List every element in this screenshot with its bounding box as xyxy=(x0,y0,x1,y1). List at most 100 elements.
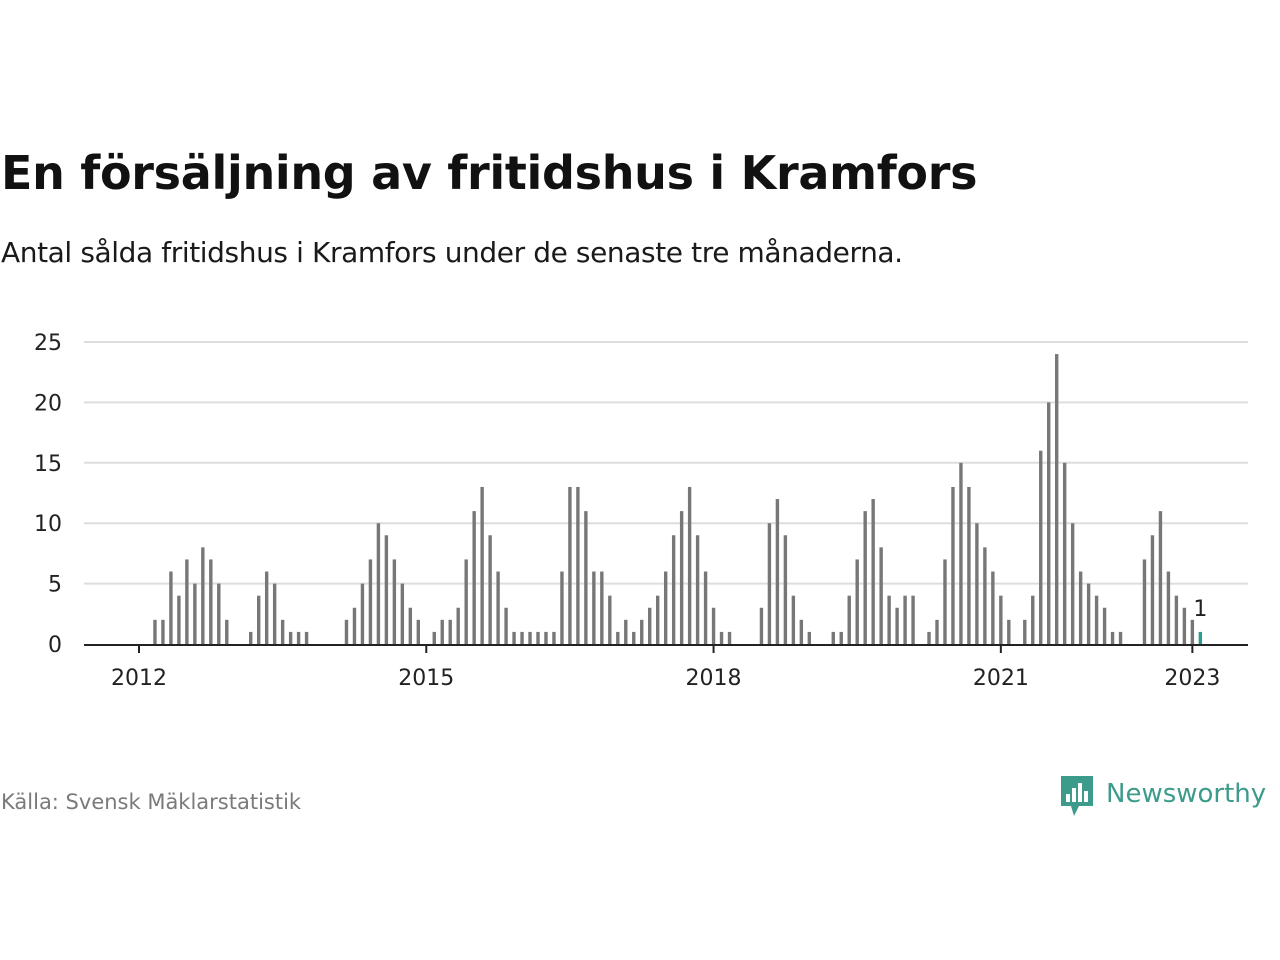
y-tick-label: 20 xyxy=(34,391,62,416)
bar xyxy=(480,486,484,644)
bar xyxy=(911,595,915,644)
bar xyxy=(1094,595,1099,644)
bar xyxy=(1142,559,1147,644)
bar xyxy=(999,595,1003,644)
bar xyxy=(185,559,189,644)
bar xyxy=(544,631,548,644)
bar xyxy=(304,631,309,644)
bar xyxy=(456,607,460,644)
bar xyxy=(1166,571,1171,644)
bar xyxy=(847,595,851,644)
y-tick-label: 25 xyxy=(34,331,62,356)
bar xyxy=(472,511,476,644)
bar xyxy=(895,607,899,644)
bar xyxy=(177,595,181,644)
bar xyxy=(1110,631,1115,644)
bar xyxy=(616,631,620,644)
bar xyxy=(169,571,173,644)
bar xyxy=(855,559,859,644)
bar xyxy=(592,571,596,644)
x-tick-label: 2023 xyxy=(1164,666,1220,691)
bar xyxy=(943,559,947,644)
bar xyxy=(464,559,468,644)
bar xyxy=(719,631,724,644)
bar xyxy=(648,607,652,644)
bar xyxy=(807,631,812,644)
bar xyxy=(225,619,229,644)
bar xyxy=(959,462,963,644)
bar xyxy=(624,619,628,644)
bar xyxy=(1070,523,1075,644)
bar xyxy=(1102,607,1107,644)
newsworthy-logo-icon xyxy=(1061,776,1093,816)
bar xyxy=(640,619,644,644)
bar xyxy=(1150,535,1155,644)
y-axis-tick-labels: 0 5 10 15 20 25 xyxy=(34,331,62,658)
bar xyxy=(975,523,979,644)
bar xyxy=(608,595,612,644)
bar xyxy=(400,583,405,644)
bar xyxy=(576,486,580,644)
last-value-label: 1 xyxy=(1193,597,1207,622)
bar xyxy=(1023,619,1027,644)
bar xyxy=(679,511,684,644)
bar xyxy=(1062,462,1067,644)
bar-highlight xyxy=(1198,631,1203,644)
x-tick-label: 2018 xyxy=(686,666,742,691)
bar xyxy=(967,486,971,644)
bar xyxy=(392,559,397,644)
bar xyxy=(927,631,931,644)
bar xyxy=(584,511,588,644)
bar xyxy=(249,631,253,644)
bar xyxy=(839,631,843,644)
newsworthy-logo[interactable]: Newsworthy xyxy=(1058,772,1278,820)
bar xyxy=(488,535,492,644)
bar xyxy=(887,595,891,644)
bar xyxy=(1055,354,1059,644)
bar xyxy=(1031,595,1035,644)
y-tick-label: 10 xyxy=(34,512,62,537)
bar xyxy=(831,631,835,644)
bar xyxy=(1182,607,1187,644)
bar xyxy=(153,619,157,644)
bar xyxy=(536,631,540,644)
bar xyxy=(264,571,269,644)
bar xyxy=(257,595,261,644)
bar xyxy=(408,607,413,644)
bar xyxy=(280,619,285,644)
bar xyxy=(432,631,436,644)
y-tick-label: 15 xyxy=(34,452,62,477)
bar xyxy=(1158,511,1163,644)
bar xyxy=(863,511,867,644)
bar xyxy=(1007,619,1011,644)
bar xyxy=(695,535,700,644)
bar xyxy=(799,619,804,644)
bar xyxy=(552,631,556,644)
chart-title: En försäljning av fritidshus i Kramfors xyxy=(1,146,978,200)
bar xyxy=(496,571,500,644)
bar xyxy=(656,595,660,644)
bar xyxy=(360,583,365,644)
bar xyxy=(1086,583,1091,644)
bar xyxy=(512,631,516,644)
source-note: Källa: Svensk Mäklarstatistik xyxy=(1,790,302,814)
bar xyxy=(600,571,604,644)
bar xyxy=(871,499,875,644)
bar xyxy=(703,571,708,644)
bar xyxy=(711,607,716,644)
x-axis-ticks: 2012 2015 2018 2021 2023 xyxy=(111,645,1220,691)
bar xyxy=(951,486,955,644)
bar xyxy=(1190,619,1195,644)
bar xyxy=(663,571,668,644)
bar xyxy=(193,583,197,644)
bar xyxy=(671,535,676,644)
bar xyxy=(783,535,788,644)
bar xyxy=(791,595,796,644)
bar xyxy=(687,486,692,644)
newsworthy-logo-wordmark: Newsworthy xyxy=(1106,779,1266,809)
bars xyxy=(153,354,1203,644)
bar xyxy=(1039,450,1043,644)
bar xyxy=(879,547,883,644)
bar-chart: 0 5 10 15 20 25 2012 2015 2018 2021 2023 1 xyxy=(34,331,1248,691)
bar xyxy=(201,547,205,644)
